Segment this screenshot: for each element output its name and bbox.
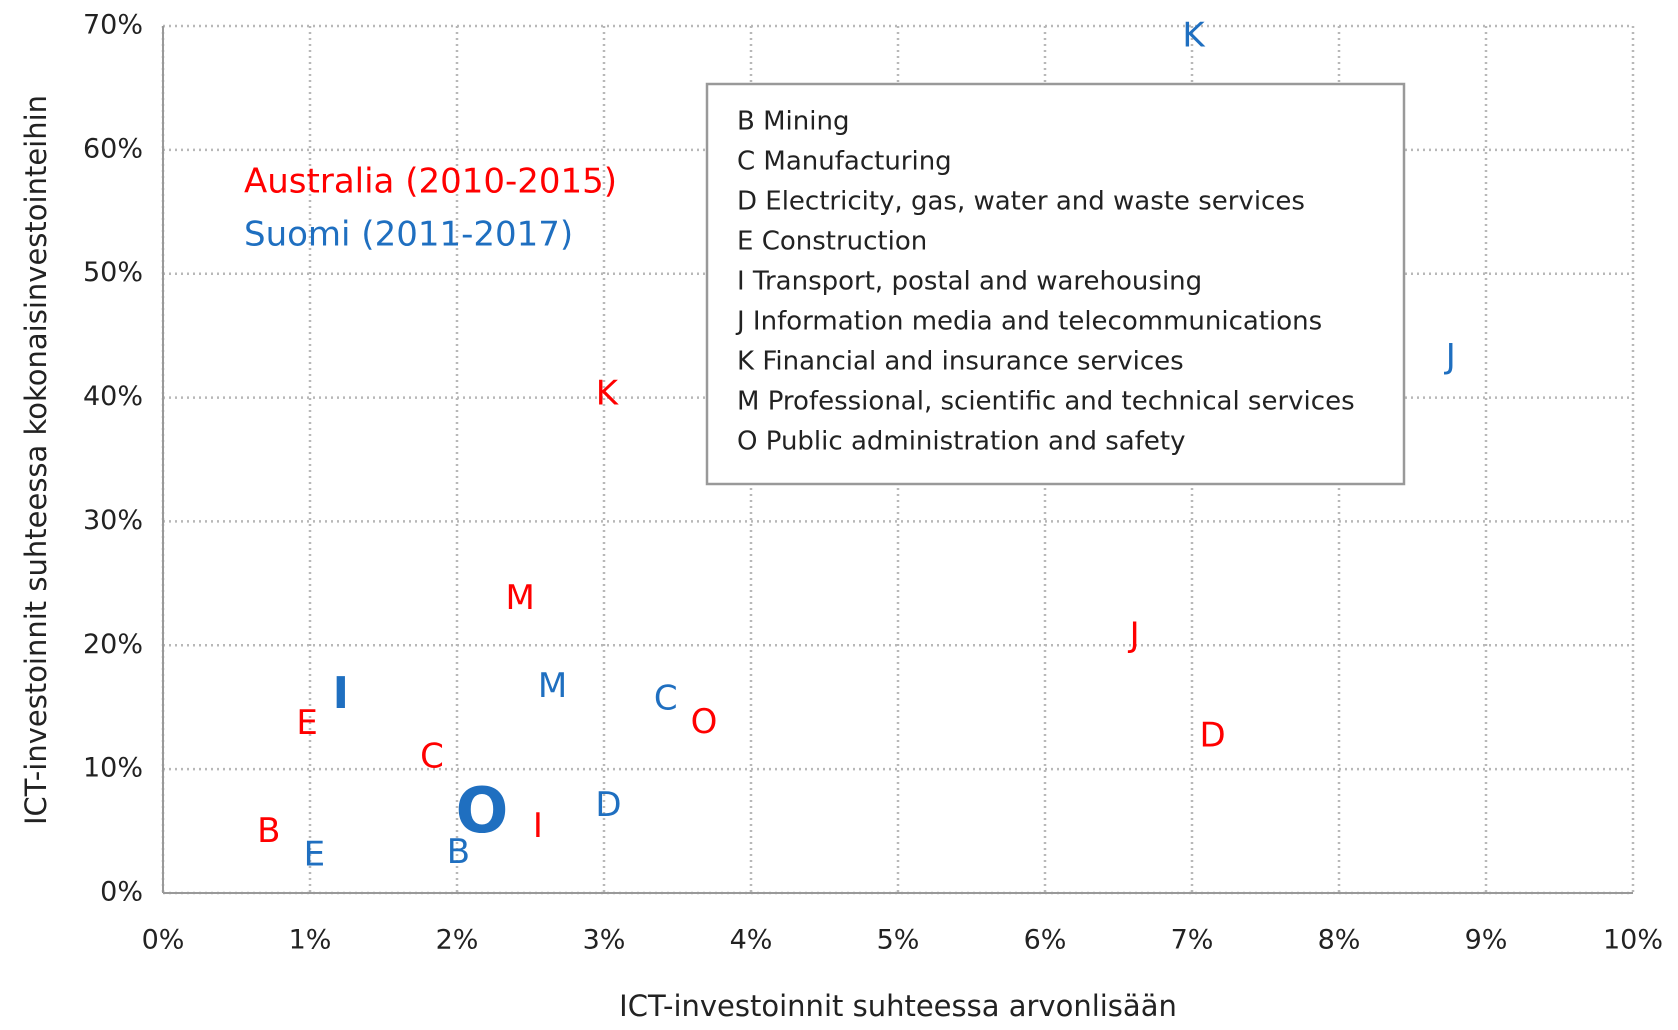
point-marker: K: [596, 374, 620, 414]
point-marker: O: [456, 774, 509, 847]
annotation-text: K Financial and insurance services: [737, 347, 1184, 377]
x-tick-label: 8%: [1318, 925, 1361, 956]
y-tick-label: 0%: [100, 877, 143, 908]
point-marker: B: [257, 811, 280, 851]
annotation-text: D Electricity, gas, water and waste serv…: [737, 187, 1305, 217]
annotation-text: J Information media and telecommunicatio…: [735, 307, 1322, 337]
point-marker: C: [420, 736, 444, 776]
y-tick-label: 50%: [83, 257, 143, 288]
point-marker: B: [447, 832, 470, 872]
point-marker: M: [538, 666, 567, 706]
y-tick-label: 70%: [83, 10, 143, 41]
point-marker: E: [304, 834, 325, 874]
x-tick-label: 5%: [877, 925, 920, 956]
point-marker: C: [654, 678, 678, 718]
point-marker: J: [1444, 336, 1456, 376]
x-tick-label: 6%: [1024, 925, 1067, 956]
annotation-text: I Transport, postal and warehousing: [737, 267, 1202, 297]
point-marker: K: [1182, 16, 1206, 56]
point-marker: I: [533, 806, 543, 846]
x-tick-label: 10%: [1603, 925, 1663, 956]
x-tick-label: 9%: [1465, 925, 1508, 956]
point-marker: D: [595, 785, 621, 825]
annotation-text: B Mining: [737, 107, 849, 137]
point-marker: M: [506, 578, 535, 618]
annotation-text: C Manufacturing: [737, 147, 952, 177]
legend-entry: Suomi (2011-2017): [244, 215, 573, 255]
y-tick-label: 40%: [83, 381, 143, 412]
annotation-text: E Construction: [737, 227, 927, 257]
y-axis-label: ICT-investoinnit suhteessa kokonaisinves…: [19, 95, 53, 825]
x-tick-label: 2%: [436, 925, 479, 956]
x-tick-label: 1%: [289, 925, 332, 956]
point-marker: I: [333, 668, 349, 719]
x-axis-label: ICT-investoinnit suhteessa arvonlisään: [619, 989, 1177, 1023]
y-tick-label: 10%: [83, 753, 143, 784]
x-tick-label: 7%: [1171, 925, 1214, 956]
legend-entry: Australia (2010-2015): [244, 162, 617, 202]
y-tick-label: 30%: [83, 505, 143, 536]
y-tick-label: 20%: [83, 629, 143, 660]
point-marker: E: [296, 703, 317, 743]
annotation-box: [705, 82, 1406, 486]
annotation-text: O Public administration and safety: [737, 427, 1185, 457]
x-tick-label: 0%: [142, 925, 185, 956]
x-tick-label: 4%: [730, 925, 773, 956]
x-tick-label: 3%: [583, 925, 626, 956]
y-tick-label: 60%: [83, 133, 143, 164]
point-marker: J: [1128, 615, 1140, 655]
point-marker: O: [691, 702, 718, 742]
point-marker: D: [1199, 715, 1225, 755]
annotation-text: M Professional, scientific and technical…: [737, 387, 1355, 417]
